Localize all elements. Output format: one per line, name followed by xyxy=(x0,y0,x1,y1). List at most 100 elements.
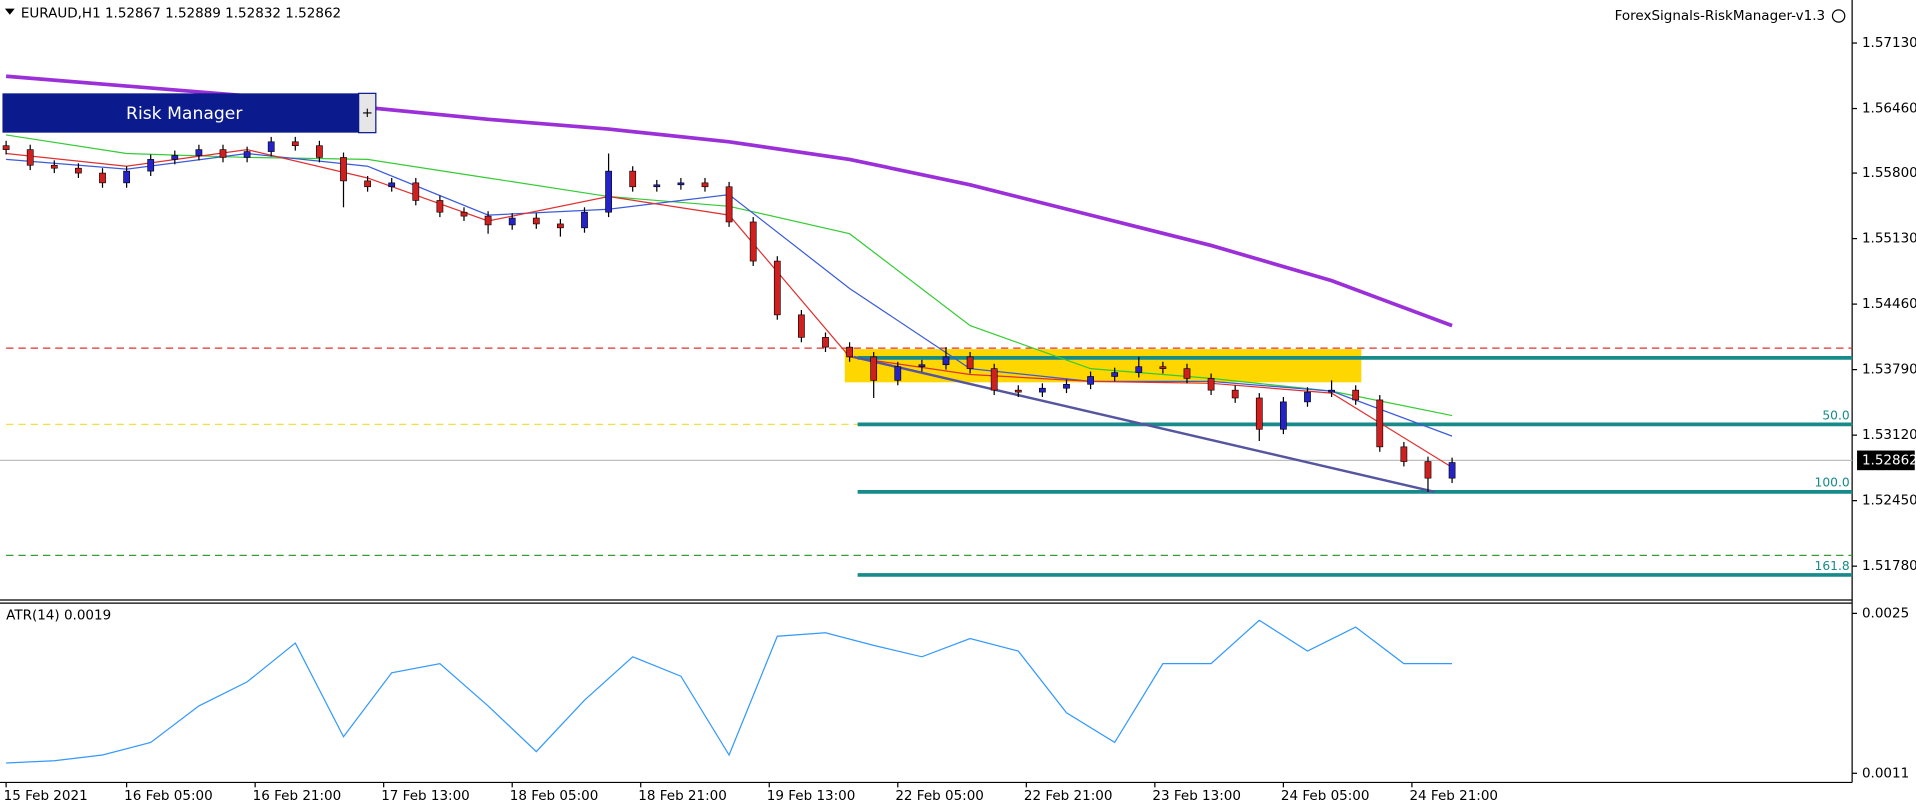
smiley-icon xyxy=(1831,9,1846,23)
candle-body xyxy=(50,164,58,169)
candle-body xyxy=(653,184,661,188)
candle-body xyxy=(846,346,853,358)
candle-body xyxy=(1400,446,1408,462)
candle-body xyxy=(123,170,130,184)
candle-body xyxy=(581,211,588,229)
candle-body xyxy=(870,356,878,381)
candle-body xyxy=(1280,401,1287,430)
indicator-name: ForexSignals-RiskManager-v1.3 xyxy=(1615,8,1825,24)
menu-arrow[interactable] xyxy=(4,8,15,15)
candle-body xyxy=(1231,389,1239,399)
x-tick-label: 16 Feb 21:00 xyxy=(253,788,342,804)
y-tick-label: 1.55130 xyxy=(1862,231,1916,247)
y-tick-label: 1.55800 xyxy=(1862,165,1916,181)
candle-body xyxy=(243,151,251,158)
y-tick-label: 1.57130 xyxy=(1862,35,1916,51)
candle-body xyxy=(147,159,155,172)
candle-body xyxy=(267,141,275,152)
candle-body xyxy=(26,149,34,166)
candle-body xyxy=(990,368,998,391)
risk-manager-panel[interactable] xyxy=(2,93,359,133)
x-tick-label: 16 Feb 05:00 xyxy=(124,788,213,804)
candle-body xyxy=(316,145,323,158)
candle-body xyxy=(1424,461,1432,479)
candle-body xyxy=(219,149,227,158)
candle-body xyxy=(798,314,805,338)
y-tick-label: 1.51780 xyxy=(1862,558,1916,574)
candle-body xyxy=(1135,366,1143,373)
candle-body xyxy=(195,149,203,156)
candle-body xyxy=(725,186,733,223)
x-tick-label: 18 Feb 05:00 xyxy=(510,788,599,804)
candle-body xyxy=(1448,462,1456,479)
y-tick-label: 1.52450 xyxy=(1862,493,1916,509)
atr-line xyxy=(6,619,1453,764)
symbol-header: EURAUD,H1 1.52867 1.52889 1.52832 1.5286… xyxy=(21,6,341,22)
toggle-label[interactable]: + xyxy=(362,105,373,121)
candle-body xyxy=(1063,383,1070,389)
candle-body xyxy=(75,167,82,174)
fib-label: 161.8 xyxy=(1815,559,1850,573)
candle-body xyxy=(2,145,10,150)
x-tick-label: 23 Feb 13:00 xyxy=(1152,788,1241,804)
candle-body xyxy=(1039,387,1046,393)
candle-body xyxy=(1352,389,1360,401)
candle-body xyxy=(340,157,347,182)
consolidation-zone xyxy=(844,349,1362,383)
candle-body xyxy=(894,366,902,381)
candle-body xyxy=(388,182,396,188)
x-tick-label: 22 Feb 05:00 xyxy=(895,788,984,804)
candle-body xyxy=(1207,378,1215,391)
fib-label: 50.0 xyxy=(1822,408,1849,422)
x-tick-label: 24 Feb 21:00 xyxy=(1409,788,1498,804)
current-price-label: 1.52862 xyxy=(1862,452,1916,468)
candle-body xyxy=(1087,376,1094,385)
candle-body xyxy=(412,182,420,201)
candle-body xyxy=(99,172,106,184)
candle-body xyxy=(1376,399,1384,448)
trendline xyxy=(853,355,1435,494)
candle-body xyxy=(1159,366,1167,369)
candle-body xyxy=(460,211,468,217)
candle-body xyxy=(1255,397,1263,430)
x-tick-label: 18 Feb 21:00 xyxy=(638,788,727,804)
candle-body xyxy=(605,170,612,213)
y-tick-label: 1.53790 xyxy=(1862,362,1916,378)
candle-body xyxy=(966,356,974,369)
candle-body xyxy=(508,217,516,226)
candle-body xyxy=(942,356,950,366)
candle-body xyxy=(918,364,926,367)
candle-body xyxy=(484,215,492,226)
current-price-tag xyxy=(1857,450,1915,471)
y-tick-label: 1.56460 xyxy=(1862,101,1916,117)
candle-body xyxy=(436,200,444,213)
candle-body xyxy=(701,182,709,188)
candle-body xyxy=(822,337,829,348)
candle-body xyxy=(1111,372,1119,377)
atr-y-tick-label: 0.0025 xyxy=(1862,605,1909,621)
x-tick-label: 15 Feb 2021 xyxy=(4,788,88,804)
candle-body xyxy=(1304,391,1311,403)
candle-body xyxy=(364,180,371,188)
risk-manager-title[interactable]: Risk Manager xyxy=(126,104,243,124)
candle-body xyxy=(677,182,685,186)
candle-body xyxy=(1014,389,1022,393)
atr-label: ATR(14) 0.0019 xyxy=(6,607,111,623)
candle-body xyxy=(171,155,179,160)
atr-y-tick-label: 0.0011 xyxy=(1862,765,1909,781)
x-tick-label: 22 Feb 21:00 xyxy=(1024,788,1113,804)
candle-body xyxy=(749,221,757,262)
toggle-button[interactable] xyxy=(358,92,377,134)
candle-body xyxy=(557,223,564,229)
candle-body xyxy=(773,260,781,316)
x-tick-label: 19 Feb 13:00 xyxy=(767,788,856,804)
candle-body xyxy=(1328,389,1335,393)
y-tick-label: 1.54460 xyxy=(1862,296,1916,312)
candle-body xyxy=(532,217,540,225)
y-tick-label: 1.53120 xyxy=(1862,427,1916,443)
x-tick-label: 24 Feb 05:00 xyxy=(1281,788,1370,804)
fib-label: 100.0 xyxy=(1815,476,1850,490)
